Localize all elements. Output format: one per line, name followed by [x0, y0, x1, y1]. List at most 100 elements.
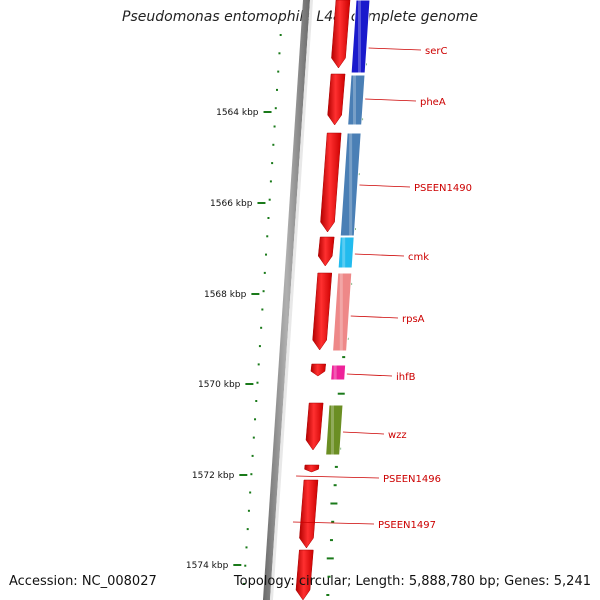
kbp-label: 1568 kbp — [204, 290, 247, 300]
minor-tick — [245, 546, 248, 549]
minor-tick — [265, 253, 268, 256]
gene-label-cmk: cmk — [408, 252, 429, 263]
kbp-label: 1574 kbp — [186, 561, 229, 571]
outer-tick — [327, 575, 331, 578]
minor-tick — [250, 473, 253, 476]
backbone-ring — [262, 0, 310, 600]
minor-tick — [269, 180, 272, 183]
kbp-label: 1566 kbp — [210, 199, 253, 209]
minor-tick — [263, 271, 266, 274]
outer-tick — [329, 539, 333, 542]
minor-tick — [260, 326, 263, 329]
gene-block-highlight — [358, 0, 361, 73]
backbone-highlight — [269, 0, 313, 600]
outer-tick — [334, 465, 338, 468]
minor-tick — [274, 107, 277, 110]
gene-block-highlight — [349, 133, 353, 236]
gene-track — [295, 0, 371, 600]
gene-label-serc: serC — [425, 46, 447, 57]
outer-tick — [337, 392, 345, 395]
gene-label-rpsa: rpsA — [402, 314, 425, 325]
minor-tick — [252, 436, 255, 439]
forward-gene-arrow — [299, 479, 319, 549]
major-tick — [251, 293, 260, 295]
outer-tick — [326, 557, 334, 560]
major-tick — [239, 474, 248, 476]
gene-block-ihfb — [330, 364, 347, 381]
forward-gene-arrow — [327, 73, 346, 126]
gene-block-wzz — [325, 404, 344, 456]
gene-leader-line — [346, 373, 393, 377]
gene-block-highlight — [352, 75, 356, 125]
minor-tick — [255, 400, 258, 402]
major-tick — [257, 202, 266, 204]
gene-leader-line — [342, 431, 385, 435]
gene-leader-line — [296, 475, 380, 479]
gene-block-cmk — [337, 236, 355, 269]
accession-text: Accession: NC_008027 — [9, 574, 157, 589]
gene-label-wzz: wzz — [388, 430, 407, 441]
forward-gene-arrow — [295, 549, 314, 600]
minor-tick — [262, 290, 265, 293]
minor-tick — [246, 528, 249, 531]
minor-tick — [247, 509, 250, 512]
minor-tick — [251, 454, 254, 457]
minor-tick — [254, 418, 257, 421]
minor-tick — [279, 34, 282, 36]
gene-label-ihfb: ihfB — [396, 372, 416, 383]
gene-label-layer: serC pheA PSEEN1490 cmk rpsA ihfB wzz PSEEN1496… — [292, 46, 472, 531]
gene-leader-line — [365, 98, 417, 102]
major-tick — [233, 564, 242, 566]
gene-label-pseen1497: PSEEN1497 — [378, 520, 436, 531]
kbp-label: 1570 kbp — [198, 380, 241, 390]
minor-tick — [261, 308, 264, 311]
forward-gene-arrow — [312, 272, 333, 351]
minor-tick — [278, 52, 281, 55]
major-tick — [263, 111, 272, 113]
forward-gene-arrow — [305, 402, 324, 451]
minor-tick — [257, 363, 260, 366]
kbp-label: 1564 kbp — [216, 108, 259, 118]
outer-tick — [326, 594, 330, 596]
gene-block-highlight — [330, 405, 334, 455]
forward-gene-arrow — [320, 132, 342, 233]
minor-tick — [271, 162, 274, 165]
minor-tick — [272, 143, 275, 146]
minor-tick — [243, 583, 246, 585]
minor-tick — [258, 345, 261, 348]
minor-tick — [256, 381, 259, 384]
gene-leader-line — [292, 521, 375, 525]
gene-leader-line — [354, 253, 405, 257]
outer-tick — [330, 502, 338, 505]
gene-leader-line — [359, 184, 411, 188]
forward-gene-arrow — [317, 236, 335, 267]
gene-label-phea: pheA — [420, 97, 446, 108]
gene-label-pseen1490: PSEEN1490 — [414, 183, 472, 194]
forward-gene-arrow — [310, 363, 327, 377]
outer-tick — [331, 520, 335, 523]
topology-info-text: Topology: circular; Length: 5,888,780 bp… — [233, 574, 591, 589]
gene-block-highlight — [333, 365, 337, 380]
gene-block-highlight — [342, 237, 346, 268]
map-title: Pseudomonas entomophila L48, complete ge… — [122, 9, 478, 25]
gene-block-pseen1490 — [339, 132, 362, 237]
gene-leader-line — [350, 315, 399, 319]
minor-tick — [276, 88, 279, 91]
outer-tick — [342, 356, 346, 359]
minor-tick — [244, 564, 247, 567]
minor-tick — [249, 491, 252, 494]
minor-tick — [277, 70, 280, 73]
gene-block-serc — [350, 0, 371, 74]
gene-block-rpsa — [332, 272, 353, 352]
forward-gene-arrow — [304, 464, 320, 473]
forward-gene-arrow — [331, 0, 351, 69]
gene-leader-line — [368, 47, 422, 51]
gene-label-pseen1496: PSEEN1496 — [383, 474, 441, 485]
genome-backbone — [262, 0, 313, 600]
minor-tick — [273, 125, 276, 128]
gene-block-phea — [347, 74, 366, 126]
minor-tick — [267, 217, 270, 219]
kbp-label: 1572 kbp — [192, 471, 235, 481]
outer-tick — [333, 484, 337, 487]
minor-tick — [266, 235, 269, 238]
